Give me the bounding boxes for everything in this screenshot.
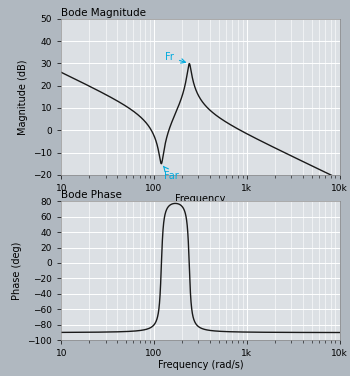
Text: Fr: Fr	[165, 52, 186, 63]
Text: Bode Phase: Bode Phase	[61, 190, 122, 200]
Text: Far: Far	[163, 166, 179, 181]
Y-axis label: Phase (deg): Phase (deg)	[12, 241, 22, 300]
Y-axis label: Magnitude (dB): Magnitude (dB)	[18, 59, 28, 135]
X-axis label: Frequency: Frequency	[175, 194, 225, 203]
X-axis label: Frequency (rad/s): Frequency (rad/s)	[158, 360, 243, 370]
Text: Bode Magnitude: Bode Magnitude	[61, 8, 146, 18]
